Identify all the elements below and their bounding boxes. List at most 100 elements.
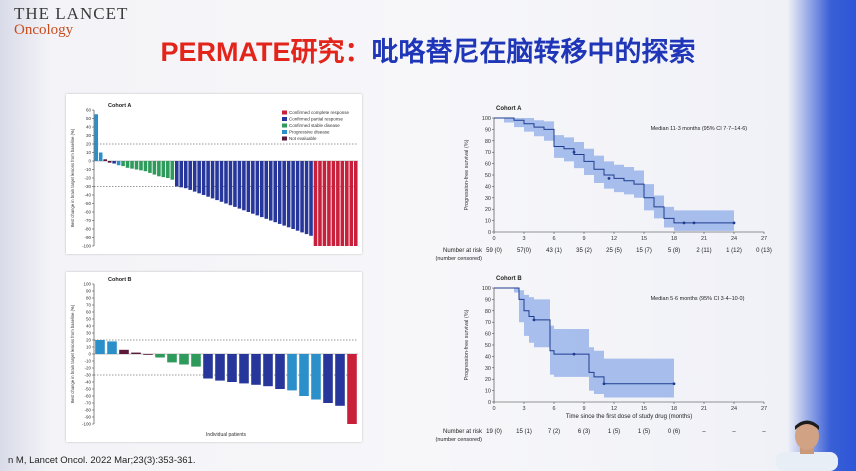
km-a-x-tick-label: 6	[552, 236, 555, 242]
waterfall-a-bar	[201, 161, 206, 195]
waterfall-b-bar	[203, 354, 213, 379]
km-b-risk-value: –	[702, 429, 706, 435]
waterfall-a-bar	[157, 161, 161, 177]
waterfall-a-bar	[295, 161, 300, 231]
km-a-x-tick-label: 3	[522, 236, 525, 242]
waterfall-b-y-tick-label: -40	[84, 380, 91, 385]
waterfall-a-bar	[166, 161, 170, 178]
waterfall-a-bar	[192, 161, 197, 192]
waterfall-a-bar	[268, 161, 273, 221]
waterfall-a-y-tick-label: 30	[86, 133, 92, 138]
waterfall-a-bar	[197, 161, 201, 194]
km-a-panel: Cohort A Median 11·3 months (95% CI 7·7–1…	[418, 98, 788, 268]
km-b-y-tick-label: 30	[485, 366, 491, 372]
waterfall-a-y-tick-label: -80	[84, 227, 91, 232]
waterfall-a-bar	[103, 159, 107, 161]
km-a-y-tick-label: 90	[485, 127, 491, 133]
waterfall-b-y-tick-label: -20	[84, 366, 91, 371]
km-a-y-tick-label: 20	[485, 207, 491, 213]
km-a-y-tick-label: 80	[485, 139, 491, 145]
km-b-risk-sublabel: (number censored)	[436, 437, 483, 443]
waterfall-a-bar	[345, 161, 349, 246]
km-b-risk-value: 19 (0)	[486, 429, 502, 435]
waterfall-a-bar	[309, 161, 313, 236]
waterfall-a-bar	[233, 161, 237, 207]
km-b-x-tick-label: 9	[582, 406, 585, 412]
waterfall-a-bar	[206, 161, 210, 197]
waterfall-b-y-tick-label: 60	[86, 310, 92, 315]
km-a-y-label: Progression-free survival (%)	[464, 139, 470, 210]
km-a-title: Cohort A	[496, 106, 522, 112]
waterfall-a-bar	[210, 161, 215, 199]
citation: n M, Lancet Oncol. 2022 Mar;23(3):353-36…	[8, 455, 196, 466]
waterfall-a-bar	[251, 161, 255, 214]
waterfall-a-legend-swatch	[282, 136, 287, 141]
waterfall-a-bar	[242, 161, 246, 211]
km-a-chart: Cohort A Median 11·3 months (95% CI 7·7–1…	[436, 106, 772, 262]
km-b-x-tick-label: 18	[671, 406, 677, 412]
km-a-y-tick-label: 40	[485, 184, 491, 190]
waterfall-a-bar	[336, 161, 340, 246]
waterfall-b-y-tick-label: -70	[84, 401, 91, 406]
waterfall-b-bar	[95, 340, 105, 354]
km-a-risk-value: 2 (11)	[696, 248, 711, 254]
waterfall-a-bar	[304, 161, 309, 235]
km-a-x-tick-label: 9	[582, 236, 585, 242]
waterfall-b-y-tick-label: -50	[84, 387, 91, 392]
waterfall-b-bar	[299, 354, 309, 396]
km-a-y-tick-label: 30	[485, 196, 491, 202]
waterfall-a-bar	[237, 161, 242, 209]
km-b-x-tick-label: 15	[641, 406, 647, 412]
waterfall-a-bar	[215, 161, 219, 201]
presenter-hair	[795, 420, 819, 430]
waterfall-a-y-tick-label: 40	[86, 125, 92, 130]
km-a-risk-sublabel: (number censored)	[436, 256, 483, 262]
waterfall-a-y-tick-label: -40	[84, 193, 91, 198]
km-b-risk-value: –	[762, 429, 766, 435]
waterfall-a-y-tick-label: -10	[84, 167, 91, 172]
km-a-x-tick-label: 27	[761, 236, 767, 242]
km-a-risk-value: 57(0)	[517, 248, 531, 254]
journal-brand-line2: Oncology	[14, 22, 74, 38]
waterfall-a-y-tick-label: -50	[84, 201, 91, 206]
km-a-censor-mark	[607, 177, 611, 180]
waterfall-b-chart: Cohort B1009080706050403020100-10-20-30-…	[70, 277, 358, 438]
waterfall-a-y-tick-label: 60	[86, 108, 92, 113]
km-b-risk-value: 1 (5)	[638, 429, 650, 435]
waterfall-a-bar	[152, 161, 157, 175]
waterfall-a-y-tick-label: -90	[84, 235, 91, 240]
km-a-risk-value: 59 (0)	[486, 248, 502, 254]
km-a-censor-mark	[692, 221, 696, 225]
waterfall-a-bar	[125, 161, 130, 168]
waterfall-a-bar	[340, 161, 345, 246]
km-b-title: Cohort B	[496, 276, 522, 282]
km-b-risk-value: 6 (3)	[578, 429, 590, 435]
waterfall-b-y-tick-label: 70	[86, 303, 92, 308]
km-b-y-tick-label: 90	[485, 297, 491, 303]
waterfall-a-bar	[349, 161, 354, 246]
waterfall-a-bar	[224, 161, 228, 204]
waterfall-a-bar	[286, 161, 291, 228]
km-b-y-tick-label: 0	[488, 400, 491, 406]
waterfall-a-legend-swatch	[282, 130, 287, 134]
km-a-y-tick-label: 70	[485, 150, 491, 156]
km-b-x-tick-label: 24	[731, 406, 737, 412]
km-a-risk-value: 5 (8)	[668, 248, 680, 254]
km-a-y-tick-label: 0	[488, 230, 491, 236]
km-b-risk-label: Number at risk	[443, 429, 483, 435]
waterfall-b-y-tick-label: 20	[86, 338, 92, 343]
km-b-x-tick-label: 21	[701, 406, 707, 412]
km-a-y-tick-label: 60	[485, 162, 491, 168]
waterfall-a-bar	[260, 161, 264, 218]
waterfall-a-bar	[255, 161, 260, 216]
km-b-risk-value: 7 (2)	[548, 429, 560, 435]
km-b-y-tick-label: 10	[485, 389, 491, 395]
waterfall-a-bar	[130, 161, 134, 169]
waterfall-a-bar	[121, 161, 125, 167]
waterfall-b-bar	[143, 354, 153, 355]
waterfall-b-bar	[287, 354, 297, 391]
km-b-y-label: Progression-free survival (%)	[464, 309, 470, 380]
waterfall-a-bar	[291, 161, 295, 229]
km-a-risk-value: 43 (1)	[546, 248, 562, 254]
